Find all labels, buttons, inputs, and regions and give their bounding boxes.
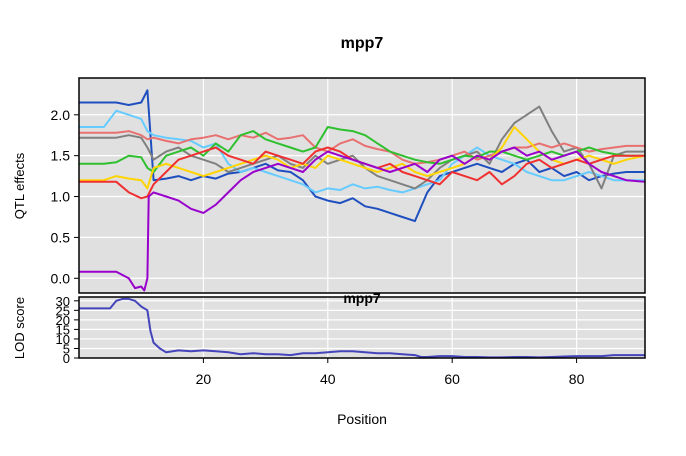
x-tick-label: 40 — [320, 371, 336, 387]
y-tick-label: 0.5 — [51, 229, 71, 245]
series-line-1 — [79, 89, 645, 223]
effects-gridlines — [79, 78, 645, 293]
series-line-1 — [79, 297, 645, 359]
lod-series-group — [79, 297, 645, 359]
lod-plot-frame — [78, 296, 646, 359]
lod-y-axis-label: LOD score — [12, 297, 27, 359]
effects-plot-background — [79, 78, 645, 293]
y-tick-label: 25 — [56, 303, 70, 318]
series-line-8 — [79, 146, 646, 292]
x-tick-label: 20 — [196, 371, 212, 387]
y-tick-label: 20 — [56, 313, 70, 328]
y-tick-label: 0 — [63, 351, 70, 366]
lod-plot-background — [79, 297, 645, 358]
effects-y-axis: 0.0 0.5 1.0 1.5 2.0 — [51, 107, 79, 286]
effects-series-group — [79, 89, 646, 292]
effects-panel: 0.0 0.5 1.0 1.5 2.0 QTL effects — [12, 77, 646, 294]
y-tick-label: 1.5 — [51, 148, 71, 164]
y-tick-label: 1.0 — [51, 189, 71, 205]
x-tick-label: 80 — [569, 371, 585, 387]
series-line-4 — [79, 130, 645, 165]
series-line-2 — [79, 109, 645, 194]
series-line-5 — [79, 126, 645, 173]
lod-panel-title: mpp7 — [343, 290, 381, 306]
x-axis-label: Position — [337, 411, 387, 427]
y-tick-label: 5 — [63, 341, 70, 356]
chart-title: mpp7 — [341, 35, 384, 52]
y-tick-label: 0.0 — [51, 270, 71, 286]
effects-plot-frame — [78, 77, 646, 294]
y-tick-label: 2.0 — [51, 107, 71, 123]
y-tick-label: 10 — [56, 332, 70, 347]
x-axis: 20 40 60 80 — [196, 358, 585, 387]
x-tick-label: 60 — [444, 371, 460, 387]
effects-y-axis-label: QTL effects — [12, 152, 27, 219]
y-tick-label: 15 — [56, 322, 70, 337]
y-tick-label: 30 — [56, 294, 70, 309]
